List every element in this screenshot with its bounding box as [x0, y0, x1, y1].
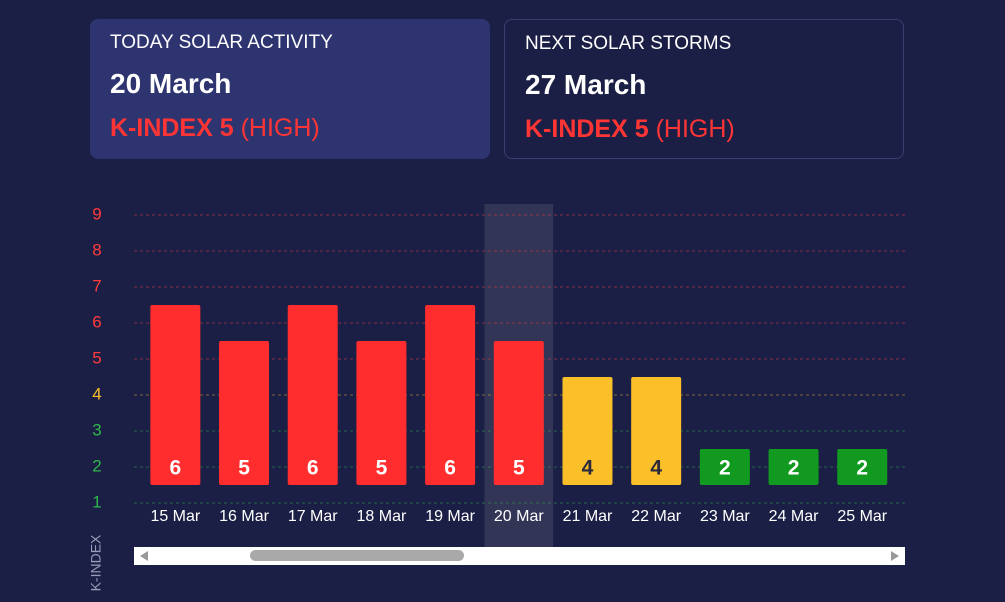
- scroll-thumb[interactable]: [250, 550, 464, 561]
- y-tick-label: 1: [92, 492, 101, 511]
- value-label: 5: [513, 457, 525, 480]
- y-tick-label: 3: [92, 420, 101, 439]
- today-card: TODAY SOLAR ACTIVITY 20 March K-INDEX 5 …: [90, 19, 490, 159]
- level: (HIGH): [655, 115, 735, 143]
- y-tick-label: 5: [92, 348, 101, 367]
- x-tick-label: 18 Mar: [357, 508, 407, 525]
- bar: [699, 449, 750, 485]
- card-index: K-INDEX 5 (HIGH): [525, 115, 883, 144]
- card-index: K-INDEX 5 (HIGH): [110, 114, 470, 143]
- value-label: 5: [376, 457, 388, 480]
- bar: [837, 449, 888, 485]
- card-title: NEXT SOLAR STORMS: [525, 33, 732, 54]
- x-tick-label: 17 Mar: [288, 508, 338, 525]
- index: K-INDEX 5: [110, 114, 234, 142]
- bar: [425, 305, 476, 485]
- x-tick-label: 21 Mar: [563, 508, 613, 525]
- storm-card: NEXT SOLAR STORMS 27 March K-INDEX 5 (HI…: [504, 19, 904, 159]
- scroll-right[interactable]: [891, 551, 899, 561]
- bar: [493, 341, 544, 485]
- bar: [562, 377, 613, 485]
- y-tick-label: 2: [92, 456, 101, 475]
- value-label: 6: [307, 457, 319, 480]
- value-label: 4: [582, 457, 594, 480]
- x-tick-label: 23 Mar: [700, 508, 750, 525]
- x-tick-label: 24 Mar: [769, 508, 819, 525]
- y-tick-label: 9: [92, 204, 101, 223]
- level: (HIGH): [240, 114, 320, 142]
- value-label: 2: [719, 457, 731, 480]
- card-date: 27 March: [525, 69, 647, 100]
- scrollbar[interactable]: [134, 547, 905, 565]
- card-date: 20 March: [110, 68, 232, 99]
- y-axis-title: K-INDEX: [88, 534, 104, 591]
- value-label: 5: [238, 457, 250, 480]
- x-tick-label: 25 Mar: [837, 508, 887, 525]
- y-tick-label: 6: [92, 312, 101, 331]
- x-tick-label: 19 Mar: [425, 508, 475, 525]
- x-tick-label: 15 Mar: [150, 508, 200, 525]
- bar: [631, 377, 682, 485]
- y-tick-label: 4: [92, 384, 101, 403]
- value-label: 4: [650, 457, 662, 480]
- value-label: 6: [170, 457, 182, 480]
- value-label: 2: [788, 457, 800, 480]
- index: K-INDEX 5: [525, 115, 649, 143]
- bar: [768, 449, 819, 485]
- bar: [150, 305, 201, 485]
- scroll-left[interactable]: [140, 551, 148, 561]
- bar: [219, 341, 270, 485]
- value-label: 2: [856, 457, 868, 480]
- x-tick-label: 22 Mar: [631, 508, 681, 525]
- bar: [356, 341, 407, 485]
- y-tick-label: 8: [92, 240, 101, 259]
- value-label: 6: [444, 457, 456, 480]
- x-tick-label: 20 Mar: [494, 508, 544, 525]
- card-title: TODAY SOLAR ACTIVITY: [110, 32, 333, 53]
- y-tick-label: 7: [92, 276, 101, 295]
- bar: [287, 305, 338, 485]
- x-tick-label: 16 Mar: [219, 508, 269, 525]
